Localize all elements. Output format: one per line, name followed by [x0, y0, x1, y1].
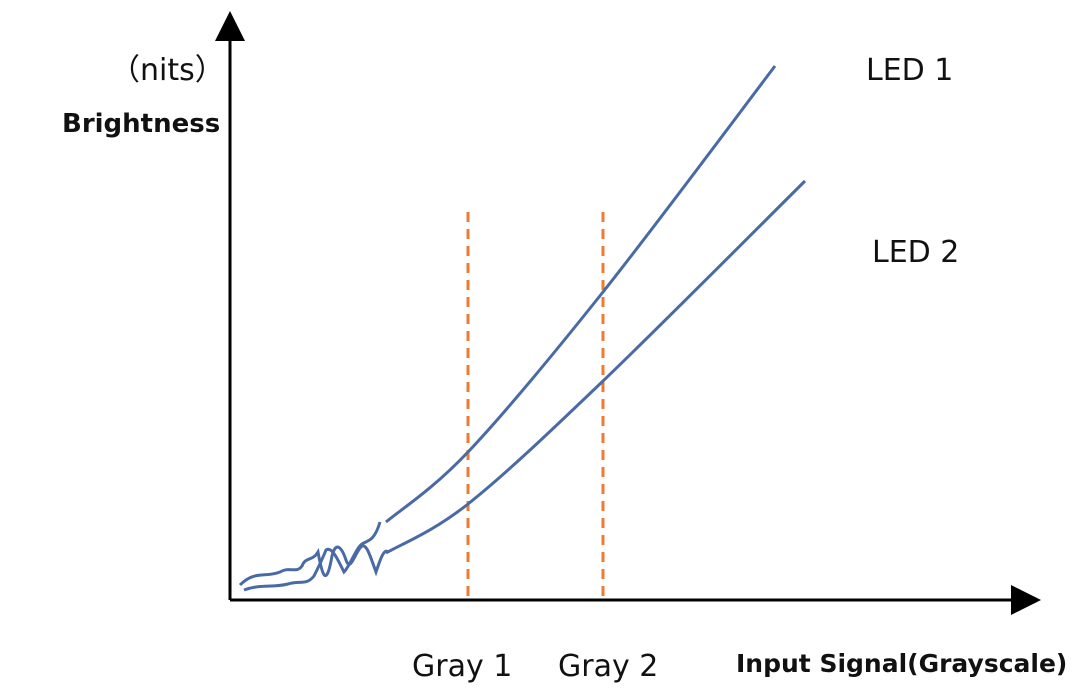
gray-2-label: Gray 2: [558, 649, 658, 684]
gray-1-label: Gray 1: [412, 649, 512, 684]
series-label-led-2: LED 2: [872, 235, 959, 270]
x-axis-label: Input Signal(Grayscale): [736, 649, 1067, 678]
y-axis-label: Brightness: [62, 109, 220, 139]
led-2-curve: [385, 179, 807, 555]
low-signal-noise: [238, 544, 390, 587]
low-signal-noise-2: [243, 521, 382, 592]
y-axis-unit: （nits）: [110, 53, 225, 88]
led-1-curve: [385, 65, 777, 524]
series-label-led-1: LED 1: [866, 53, 953, 88]
